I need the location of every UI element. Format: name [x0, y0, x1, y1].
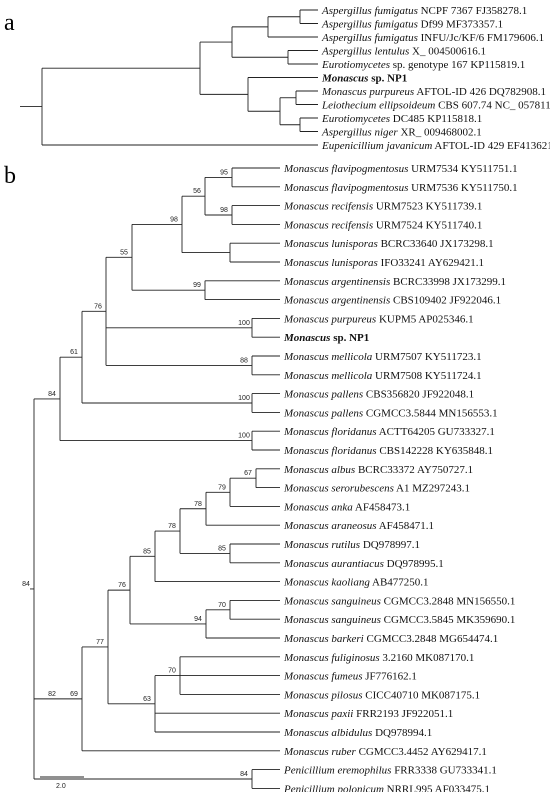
panel-b-label: b: [4, 163, 16, 189]
bootstrap-value: 100: [238, 395, 250, 402]
taxon-label: Monascus purpureus AFTOL-ID 426 DQ782908…: [321, 86, 546, 98]
bootstrap-value: 79: [218, 484, 226, 491]
taxon-label: Monascus sp. NP1: [283, 332, 369, 344]
taxon-label: Monascus sanguineus CGMCC3.2848 MN156550…: [283, 595, 515, 607]
bootstrap-value: 84: [48, 391, 56, 398]
bootstrap-value: 95: [220, 169, 228, 176]
taxon-label: Monascus paxii FRR2193 JF922051.1: [283, 708, 453, 720]
taxon-label: Penicillium eremophilus FRR3338 GU733341…: [283, 765, 497, 777]
taxon-label: Aspergillus fumigatus Df99 MF373357.1: [321, 19, 503, 31]
taxon-label: Monascus serorubescens A1 MZ297243.1: [283, 483, 470, 495]
taxon-label: Monascus floridanus CBS142228 KY635848.1: [283, 445, 493, 457]
taxon-label: Monascus kaoliang AB477250.1: [283, 577, 429, 589]
taxon-label: Monascus barkeri CGMCC3.2848 MG654474.1: [283, 633, 498, 645]
taxon-label: Monascus mellicola URM7508 KY511724.1: [283, 370, 482, 382]
taxon-label: Monascus fuliginosus 3.2160 MK087170.1: [283, 652, 474, 664]
scale-bar: 2.0: [40, 776, 84, 790]
taxon-label: Monascus argentinensis BCRC33998 JX17329…: [283, 276, 506, 288]
taxon-label: Monascus lunisporas BCRC33640 JX173298.1: [283, 238, 494, 250]
bootstrap-value: 76: [118, 582, 126, 589]
bootstrap-value: 67: [244, 470, 252, 477]
bootstrap-value: 98: [220, 207, 228, 214]
taxon-label: Aspergillus fumigatus INFU/Jc/KF/6 FM179…: [321, 32, 544, 44]
bootstrap-value: 69: [70, 691, 78, 698]
taxon-label: Aspergillus niger XR_ 009468002.1: [321, 127, 482, 139]
taxon-label: Monascus floridanus ACTT64205 GU733327.1: [283, 426, 495, 438]
taxon-label: Monascus ruber CGMCC3.4452 AY629417.1: [283, 746, 487, 758]
taxon-label: Penicillium polonicum NRRL995 AF033475.1: [283, 783, 490, 792]
taxon-label: Monascus fumeus JF776162.1: [283, 671, 417, 683]
bootstrap-value: 76: [94, 303, 102, 310]
taxon-label: Monascus lunisporas IFO33241 AY629421.1: [283, 257, 484, 269]
bootstrap-value: 82: [48, 691, 56, 698]
taxon-label: Monascus pallens CGMCC3.5844 MN156553.1: [283, 407, 498, 419]
bootstrap-value: 61: [70, 349, 78, 356]
taxon-label: Monascus albus BCRC33372 AY750727.1: [283, 464, 473, 476]
taxon-label: Leiothecium ellipsoideum CBS 607.74 NC_ …: [321, 100, 550, 112]
taxon-label: Monascus pilosus CICC40710 MK087175.1: [283, 689, 480, 701]
taxon-label: Aspergillus fumigatus NCPF 7367 FJ358278…: [321, 5, 527, 17]
bootstrap-value: 63: [143, 696, 151, 703]
bootstrap-value: 88: [240, 357, 248, 364]
taxon-label: Monascus rutilus DQ978997.1: [283, 539, 420, 551]
taxon-label: Monascus albidulus DQ978994.1: [283, 727, 432, 739]
taxon-label: Monascus recifensis URM7524 KY511740.1: [283, 219, 482, 231]
bootstrap-value: 77: [96, 639, 104, 646]
bootstrap-value: 85: [218, 545, 226, 552]
panel-a-tree: Aspergillus fumigatus NCPF 7367 FJ358278…: [20, 5, 550, 152]
bootstrap-value: 55: [120, 249, 128, 256]
taxon-label: Eurotiomycetes sp. genotype 167 KP115819…: [321, 59, 525, 71]
bootstrap-value: 56: [193, 188, 201, 195]
taxon-label: Aspergillus lentulus X_ 004500616.1: [321, 46, 486, 58]
bootstrap-value: 84: [22, 581, 30, 588]
bootstrap-value: 94: [194, 616, 202, 623]
taxon-label: Monascus sp. NP1: [321, 73, 407, 85]
taxon-label: Monascus flavipogmentosus URM7534 KY5117…: [283, 163, 518, 175]
taxon-label: Eurotiomycetes DC485 KP115818.1: [321, 113, 482, 125]
scale-bar-label: 2.0: [56, 783, 66, 790]
taxon-label: Monascus recifensis URM7523 KY511739.1: [283, 201, 482, 213]
taxon-label: Monascus pallens CBS356820 JF922048.1: [283, 389, 474, 401]
bootstrap-value: 78: [194, 501, 202, 508]
taxon-label: Monascus mellicola URM7507 KY511723.1: [283, 351, 482, 363]
bootstrap-value: 78: [168, 523, 176, 530]
taxon-label: Monascus purpureus KUPM5 AP025346.1: [283, 313, 474, 325]
bootstrap-value: 70: [168, 668, 176, 675]
panel-b-tree: Monascus flavipogmentosus URM7534 KY5117…: [22, 163, 518, 792]
taxon-label: Monascus flavipogmentosus URM7536 KY5117…: [283, 182, 518, 194]
bootstrap-value: 85: [143, 548, 151, 555]
bootstrap-value: 100: [238, 433, 250, 440]
taxon-label: Monascus anka AF458473.1: [283, 501, 410, 513]
bootstrap-value: 84: [240, 771, 248, 778]
taxon-label: Monascus araneosus AF458471.1: [283, 520, 434, 532]
bootstrap-value: 70: [218, 602, 226, 609]
bootstrap-value: 99: [193, 282, 201, 289]
bootstrap-value: 98: [170, 216, 178, 223]
bootstrap-value: 100: [238, 320, 250, 327]
panel-a-label: a: [4, 10, 15, 36]
taxon-label: Eupenicillium javanicum AFTOL-ID 429 EF4…: [321, 140, 550, 152]
taxon-label: Monascus argentinensis CBS109402 JF92204…: [283, 295, 501, 307]
taxon-label: Monascus sanguineus CGMCC3.5845 MK359690…: [283, 614, 515, 626]
taxon-label: Monascus aurantiacus DQ978995.1: [283, 558, 444, 570]
